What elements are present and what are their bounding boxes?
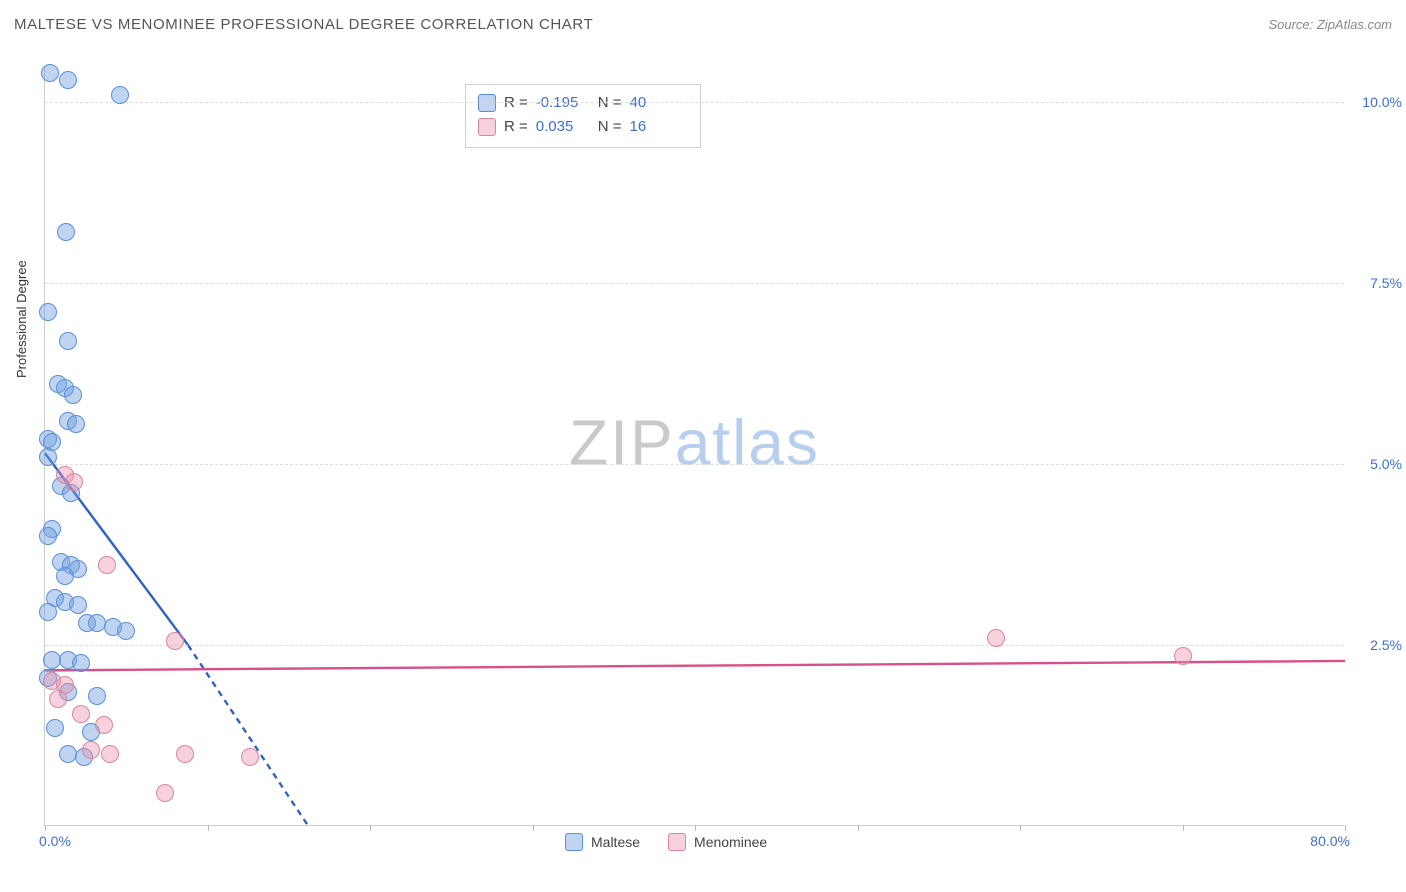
correlation-stats-box: R = -0.195 N = 40 R = 0.035 N = 16	[465, 84, 701, 148]
y-tick-label: 10.0%	[1362, 94, 1402, 110]
y-axis-label: Professional Degree	[14, 260, 29, 378]
series-legend: Maltese Menominee	[565, 833, 767, 851]
y-tick-label: 5.0%	[1370, 456, 1402, 472]
data-point	[67, 415, 85, 433]
chart-header: MALTESE VS MENOMINEE PROFESSIONAL DEGREE…	[14, 16, 1392, 33]
stat-r-value-menominee: 0.035	[536, 115, 590, 139]
legend-swatch-maltese	[565, 833, 583, 851]
data-point	[88, 614, 106, 632]
stats-row-menominee: R = 0.035 N = 16	[478, 115, 684, 139]
legend-label-maltese: Maltese	[591, 834, 640, 850]
data-point	[41, 64, 59, 82]
data-point	[57, 223, 75, 241]
y-tick-label: 7.5%	[1370, 275, 1402, 291]
x-tick	[1345, 825, 1346, 831]
data-point	[39, 303, 57, 321]
y-tick-label: 2.5%	[1370, 637, 1402, 653]
data-point	[98, 556, 116, 574]
data-point	[69, 596, 87, 614]
data-point	[39, 448, 57, 466]
stat-n-value-menominee: 16	[630, 115, 684, 139]
data-point	[56, 567, 74, 585]
x-tick	[208, 825, 209, 831]
stat-n-label: N =	[598, 115, 622, 139]
stat-r-label: R =	[504, 115, 528, 139]
legend-item-maltese: Maltese	[565, 833, 640, 851]
data-point	[46, 719, 64, 737]
data-point	[39, 527, 57, 545]
data-point	[82, 741, 100, 759]
data-point	[156, 784, 174, 802]
data-point	[65, 473, 83, 491]
source-attribution: Source: ZipAtlas.com	[1268, 17, 1392, 32]
x-tick	[533, 825, 534, 831]
x-tick	[858, 825, 859, 831]
x-axis-max-label: 80.0%	[1310, 833, 1350, 849]
data-point	[1174, 647, 1192, 665]
x-tick	[695, 825, 696, 831]
x-axis-min-label: 0.0%	[39, 833, 71, 849]
data-point	[241, 748, 259, 766]
legend-item-menominee: Menominee	[668, 833, 767, 851]
data-point	[49, 690, 67, 708]
legend-label-menominee: Menominee	[694, 834, 767, 850]
data-point	[72, 654, 90, 672]
data-point	[176, 745, 194, 763]
x-tick	[370, 825, 371, 831]
data-point	[59, 332, 77, 350]
legend-swatch-menominee	[668, 833, 686, 851]
chart-title: MALTESE VS MENOMINEE PROFESSIONAL DEGREE…	[14, 16, 593, 33]
data-point	[987, 629, 1005, 647]
data-point	[101, 745, 119, 763]
chart-plot: Professional Degree ZIPatlas R = -0.195 …	[44, 48, 1364, 828]
plot-area: ZIPatlas R = -0.195 N = 40 R = 0.035 N =…	[44, 66, 1344, 826]
data-point	[64, 386, 82, 404]
gridline	[45, 283, 1344, 284]
gridline	[45, 102, 1344, 103]
data-point	[39, 603, 57, 621]
gridline	[45, 645, 1344, 646]
data-point	[117, 622, 135, 640]
data-point	[72, 705, 90, 723]
x-tick	[45, 825, 46, 831]
data-point	[59, 71, 77, 89]
data-point	[88, 687, 106, 705]
x-tick	[1183, 825, 1184, 831]
trend-lines-layer	[45, 66, 1344, 825]
x-tick	[1020, 825, 1021, 831]
data-point	[166, 632, 184, 650]
data-point	[111, 86, 129, 104]
swatch-menominee	[478, 118, 496, 136]
gridline	[45, 464, 1344, 465]
data-point	[95, 716, 113, 734]
data-point	[59, 745, 77, 763]
